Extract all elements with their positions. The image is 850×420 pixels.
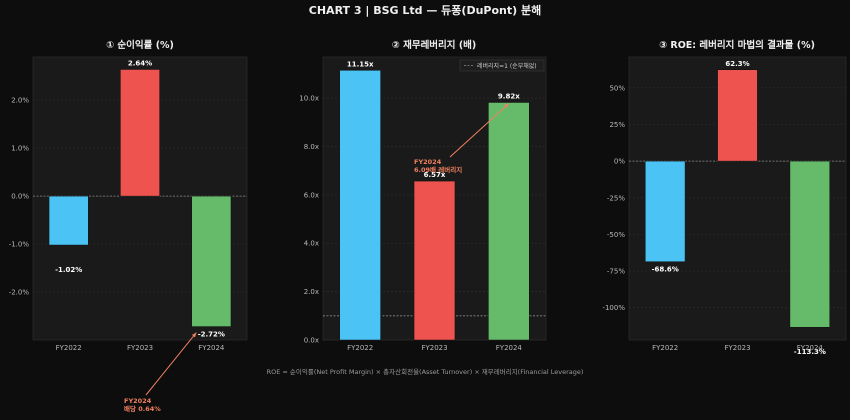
y-tick-label: 0.0%	[11, 193, 29, 201]
y-tick-label: 0%	[614, 158, 625, 166]
value-label: 11.15x	[347, 60, 374, 68]
value-label: -68.6%	[652, 266, 679, 274]
y-tick-label: 10.0x	[299, 95, 319, 103]
x-tick-label: FY2024	[797, 344, 824, 352]
x-tick-label: FY2023	[127, 344, 153, 352]
bar-fy2024	[191, 195, 232, 327]
annotation-text: 배당 0.64%	[124, 404, 161, 413]
chart-panels: -2.0% -1.0% 0.0% 1.0% 2.0% -1.02% FY2022 2.64% F…	[9, 39, 847, 413]
y-tick-label: 25%	[609, 121, 625, 129]
y-tick-label: -50%	[607, 231, 625, 239]
y-tick-label: -75%	[607, 268, 625, 276]
bar-fy2024	[789, 160, 830, 328]
y-tick-label: 2.0x	[304, 288, 319, 296]
x-tick-label: FY2022	[347, 344, 373, 352]
legend: 레버리지=1 (순부채없)	[459, 59, 545, 72]
value-label: -2.72%	[198, 331, 225, 339]
annotation-arrow	[449, 103, 510, 158]
value-label: 9.82x	[498, 92, 520, 100]
legend-box	[459, 59, 545, 72]
value-label: -1.02%	[55, 266, 82, 274]
y-tick-label: 0.0x	[304, 337, 319, 345]
bar-fy2023	[717, 69, 758, 162]
value-label: 62.3%	[725, 60, 749, 68]
annotation-text: 6.09배 레버리지	[414, 165, 462, 174]
annotation-text: FY2024	[124, 397, 152, 405]
value-label: -113.3%	[794, 348, 826, 356]
annotation-arrowhead	[504, 103, 509, 109]
y-tick-label: 2.0%	[11, 97, 29, 105]
value-label: 2.64%	[128, 59, 152, 67]
bar-fy2022	[339, 70, 381, 341]
figure-footnote: ROE = 순이익률(Net Profit Margin) × 총자산회전율(A…	[267, 367, 584, 376]
panel-title: ③ ROE: 레버리지 마법의 결과물 (%)	[659, 39, 815, 51]
chart-panel-1: -2.0% -1.0% 0.0% 1.0% 2.0% -1.02% FY2022 2.64% F…	[9, 39, 248, 413]
y-tick-label: 6.0x	[304, 191, 319, 199]
y-tick-label: -2.0%	[9, 289, 30, 297]
y-tick-label: 50%	[609, 84, 625, 92]
y-tick-label: -1.0%	[9, 241, 30, 249]
annotation-text: FY2024	[414, 158, 442, 166]
chart-panel-2: 0.0x 2.0x 4.0x 6.0x 8.0x 10.0x 11.15x FY2022 6.5…	[299, 39, 547, 352]
chart-panel-3: -100% -75% -50% -25% 0% 25% 50% -68.6% FY2022 62.…	[602, 39, 847, 356]
x-tick-label: FY2023	[421, 344, 447, 352]
panel-title: ② 재무레버리지 (배)	[392, 39, 477, 51]
y-tick-label: 8.0x	[304, 143, 319, 151]
bar-fy2022	[645, 160, 686, 262]
bar-fy2023	[413, 180, 456, 341]
panel-title: ① 순이익률 (%)	[106, 39, 174, 51]
bar-fy2024	[488, 102, 530, 341]
x-tick-label: FY2024	[198, 344, 225, 352]
legend-label: 레버리지=1 (순부채없)	[477, 62, 537, 70]
y-tick-label: -100%	[602, 304, 625, 312]
x-tick-label: FY2022	[56, 344, 82, 352]
y-tick-label: 1.0%	[11, 145, 29, 153]
annotation-arrow	[145, 332, 197, 396]
annotation-arrowhead	[191, 332, 197, 338]
y-tick-label: 4.0x	[304, 240, 319, 248]
figure-title: CHART 3 | BSG Ltd — 듀퐁(DuPont) 분해	[309, 3, 541, 17]
bar-fy2023	[120, 69, 160, 197]
y-tick-label: -25%	[607, 194, 625, 202]
value-label: 6.57x	[424, 171, 446, 179]
bar-fy2022	[48, 195, 89, 246]
x-tick-label: FY2022	[652, 344, 678, 352]
x-tick-label: FY2023	[724, 344, 750, 352]
x-tick-label: FY2024	[496, 344, 523, 352]
